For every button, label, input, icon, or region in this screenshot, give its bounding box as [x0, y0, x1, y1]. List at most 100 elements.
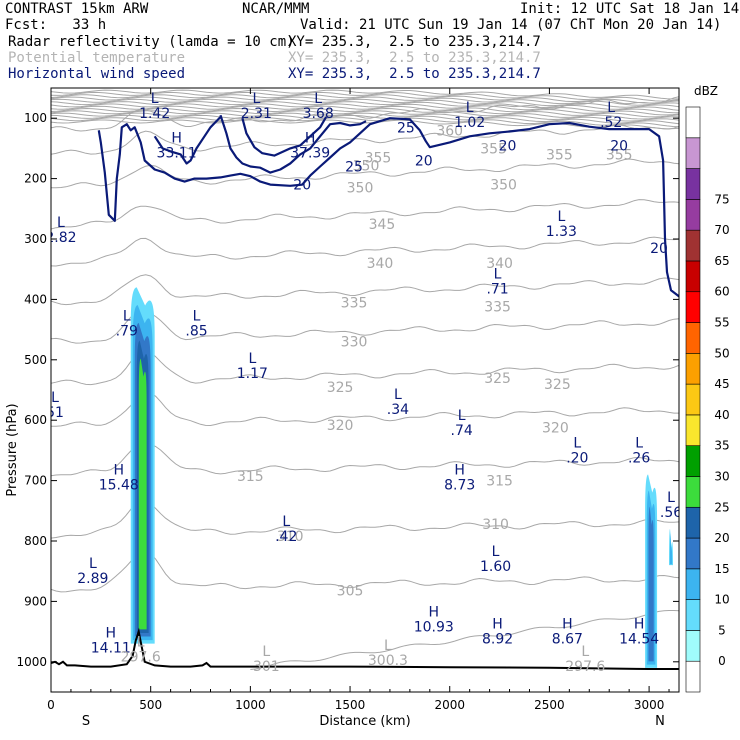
- colorbar-box: [685, 445, 701, 477]
- marker-letter: H: [634, 617, 645, 633]
- wind-contour-label: 20: [610, 138, 628, 154]
- low-marker: L1.42: [139, 91, 170, 122]
- terrain-line: [51, 627, 679, 670]
- y-tick-label: 900: [24, 594, 47, 608]
- marker-value: 8.92: [482, 632, 513, 648]
- field-theta-xy: XY= 235.3, 2.5 to 235.3,214.7: [288, 50, 541, 66]
- low-marker: L51: [46, 390, 64, 421]
- marker-letter: H: [429, 605, 440, 621]
- colorbar-level-label: 65: [714, 254, 729, 268]
- y-tick-label: 200: [24, 172, 47, 186]
- marker-value: 2.31: [241, 106, 272, 122]
- theta-contour: [51, 91, 679, 102]
- marker-letter: L: [635, 435, 643, 451]
- x-tick-label: 1000: [235, 698, 266, 712]
- colorbar-box: [685, 660, 701, 693]
- colorbar-level-label: 30: [714, 469, 729, 483]
- theta-contour-label: 340: [486, 256, 513, 272]
- theta-contour-label: 340: [367, 256, 394, 272]
- x-end-label-right: N: [655, 714, 665, 729]
- marker-value: 297.6: [565, 659, 605, 675]
- wind-contour-label: 25: [397, 120, 415, 136]
- high-marker: H8.67: [552, 617, 583, 648]
- low-marker: L.52: [600, 100, 622, 131]
- marker-letter: L: [57, 215, 65, 231]
- marker-letter: L: [394, 387, 402, 403]
- y-tick-label: 400: [24, 292, 47, 306]
- colorbar-box: [685, 106, 701, 139]
- marker-value: 3.68: [303, 106, 334, 122]
- marker-letter: L: [458, 408, 466, 424]
- x-tick-label: 2000: [434, 698, 465, 712]
- theta-contour-label: 325: [327, 380, 354, 396]
- colorbar-box: [685, 291, 701, 323]
- header-source: NCAR/MMM: [242, 1, 310, 17]
- marker-value: .52: [600, 115, 622, 131]
- high-marker: H8.73: [444, 463, 475, 494]
- marker-value: 1.02: [454, 115, 485, 131]
- x-end-label-left: S: [82, 714, 90, 729]
- theta-contour: [51, 94, 679, 104]
- colorbar-level-label: 50: [714, 346, 729, 360]
- theta-contour: [51, 158, 679, 189]
- theta-contour: [51, 114, 679, 125]
- marker-value: 2.82: [45, 230, 76, 246]
- axes: 0 500 1000 1500 2000 2500 3000 100 200 300 400 500 6…: [5, 88, 679, 729]
- theta-contour: [51, 105, 679, 116]
- theta-contour: [51, 96, 679, 106]
- high-marker: H33.11: [157, 130, 197, 161]
- colorbar-level-label: 15: [714, 562, 729, 576]
- theta-contour-label: 310: [277, 529, 304, 545]
- marker-letter: H: [171, 130, 182, 146]
- wind-contour: [153, 116, 222, 165]
- plot-frame: [50, 87, 680, 693]
- colorbar-box: [685, 414, 701, 446]
- marker-value: 8.73: [444, 478, 475, 494]
- marker-value: 300.3: [368, 653, 408, 669]
- field-reflectivity-name: Radar reflectivity (lamda = 10 cm): [8, 34, 295, 50]
- reflectivity-cell-0: [138, 358, 147, 630]
- y-tick-label: 500: [24, 353, 47, 367]
- marker-letter: H: [562, 617, 573, 633]
- marker-value: 51: [46, 405, 64, 421]
- marker-value: 37.39: [290, 145, 330, 161]
- theta-contour-label: 310: [482, 517, 509, 533]
- marker-letter: H: [114, 463, 125, 479]
- y-tick-label: 100: [24, 111, 47, 125]
- marker-letter: L: [384, 638, 392, 654]
- colorbar-level-label: 60: [714, 285, 729, 299]
- marker-value: .71: [486, 281, 508, 297]
- marker-value: 1.17: [237, 366, 268, 382]
- theta-contour-label: 325: [484, 371, 511, 387]
- high-marker: H15.48: [99, 463, 139, 494]
- theta-contour-label: 350: [490, 178, 517, 194]
- theta-contour-label: 305: [337, 584, 364, 600]
- colorbar-level-label: 45: [714, 377, 729, 391]
- low-marker: L.56: [660, 490, 682, 521]
- theta-contour-label: 335: [484, 300, 511, 316]
- theta-contour: [51, 236, 679, 267]
- low-marker: L.20: [566, 435, 588, 466]
- colorbar-box: [685, 506, 701, 539]
- theta-contour: [51, 98, 679, 108]
- x-tick-label: 0: [47, 698, 55, 712]
- y-tick-label: 300: [24, 232, 47, 246]
- marker-letter: L: [492, 544, 500, 560]
- theta-contour-label: 350: [347, 181, 374, 197]
- marker-value: 8.67: [552, 632, 583, 648]
- theta-contour: [51, 103, 679, 114]
- marker-value: 10.93: [414, 620, 454, 636]
- low-marker: L.71: [486, 266, 508, 297]
- field-wind-name: Horizontal wind speed: [8, 66, 186, 82]
- colorbar-box: [685, 260, 701, 293]
- marker-value: 2.89: [77, 571, 108, 587]
- low-marker: L2.89: [77, 556, 108, 587]
- header-init: Init: 12 UTC Sat 18 Jan 14: [520, 1, 740, 17]
- theta-contour-label: 315: [237, 469, 264, 485]
- marker-value: .42: [275, 529, 297, 545]
- field-theta-name: Potential temperature: [8, 50, 186, 66]
- marker-value: .56: [660, 505, 682, 521]
- wind-contour-label: 20: [293, 178, 311, 194]
- marker-value: .26: [628, 450, 650, 466]
